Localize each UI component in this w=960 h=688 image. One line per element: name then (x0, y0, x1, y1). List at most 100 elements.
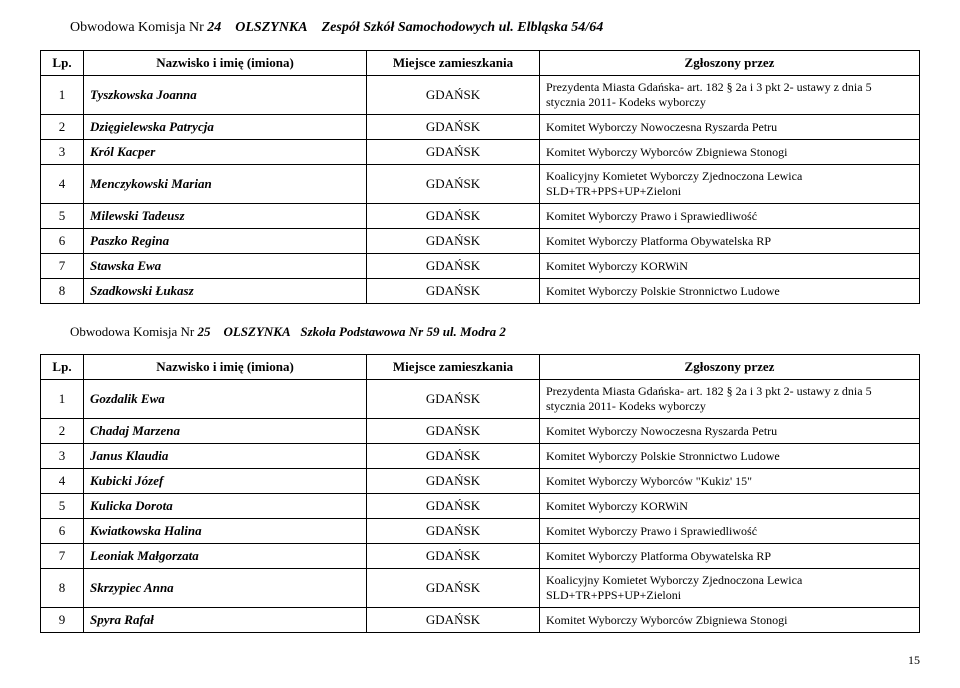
cell-lp: 5 (41, 494, 84, 519)
cell-location: GDAŃSK (367, 229, 540, 254)
header1-place: Zespół Szkół Samochodowych ul. Elbląska … (322, 20, 604, 35)
cell-zgloszony: Komitet Wyborczy Platforma Obywatelska R… (540, 229, 920, 254)
cell-zgloszony: Komitet Wyborczy Nowoczesna Ryszarda Pet… (540, 115, 920, 140)
cell-lp: 1 (41, 380, 84, 419)
cell-name: Skrzypiec Anna (84, 569, 367, 608)
table-row: 5Kulicka DorotaGDAŃSKKomitet Wyborczy KO… (41, 494, 920, 519)
cell-name: Król Kacper (84, 140, 367, 165)
cell-name: Milewski Tadeusz (84, 204, 367, 229)
cell-lp: 5 (41, 204, 84, 229)
table-row: 1Gozdalik EwaGDAŃSKPrezydenta Miasta Gda… (41, 380, 920, 419)
cell-location: GDAŃSK (367, 279, 540, 304)
cell-location: GDAŃSK (367, 76, 540, 115)
cell-name: Szadkowski Łukasz (84, 279, 367, 304)
cell-name: Paszko Regina (84, 229, 367, 254)
cell-lp: 2 (41, 115, 84, 140)
th-zgl: Zgłoszony przez (540, 355, 920, 380)
header2-prefix: Obwodowa Komisja Nr (70, 324, 197, 339)
cell-location: GDAŃSK (367, 608, 540, 633)
cell-zgloszony: Koalicyjny Komietet Wyborczy Zjednoczona… (540, 569, 920, 608)
cell-lp: 4 (41, 165, 84, 204)
cell-name: Dzięgielewska Patrycja (84, 115, 367, 140)
th-loc: Miejsce zamieszkania (367, 355, 540, 380)
cell-name: Kulicka Dorota (84, 494, 367, 519)
th-lp: Lp. (41, 51, 84, 76)
table-row: 1Tyszkowska JoannaGDAŃSKPrezydenta Miast… (41, 76, 920, 115)
cell-location: GDAŃSK (367, 254, 540, 279)
cell-name: Janus Klaudia (84, 444, 367, 469)
cell-location: GDAŃSK (367, 469, 540, 494)
section-header-1: Obwodowa Komisja Nr 24 OLSZYNKA Zespół S… (40, 20, 920, 36)
cell-zgloszony: Komitet Wyborczy Polskie Stronnictwo Lud… (540, 444, 920, 469)
cell-zgloszony: Komitet Wyborczy Wyborców "Kukiz' 15" (540, 469, 920, 494)
table-row: 2Chadaj MarzenaGDAŃSKKomitet Wyborczy No… (41, 419, 920, 444)
cell-name: Stawska Ewa (84, 254, 367, 279)
cell-zgloszony: Prezydenta Miasta Gdańska- art. 182 § 2a… (540, 380, 920, 419)
cell-location: GDAŃSK (367, 519, 540, 544)
cell-location: GDAŃSK (367, 444, 540, 469)
table-row: 6Paszko ReginaGDAŃSKKomitet Wyborczy Pla… (41, 229, 920, 254)
cell-name: Leoniak Małgorzata (84, 544, 367, 569)
cell-lp: 4 (41, 469, 84, 494)
table-row: 8Szadkowski ŁukaszGDAŃSKKomitet Wyborczy… (41, 279, 920, 304)
th-name: Nazwisko i imię (imiona) (84, 51, 367, 76)
cell-location: GDAŃSK (367, 419, 540, 444)
cell-location: GDAŃSK (367, 204, 540, 229)
table-header-row: Lp. Nazwisko i imię (imiona) Miejsce zam… (41, 51, 920, 76)
header1-prefix: Obwodowa Komisja Nr (70, 20, 207, 35)
table-row: 4Menczykowski MarianGDAŃSKKoalicyjny Kom… (41, 165, 920, 204)
cell-lp: 8 (41, 569, 84, 608)
th-lp: Lp. (41, 355, 84, 380)
table-row: 2Dzięgielewska PatrycjaGDAŃSKKomitet Wyb… (41, 115, 920, 140)
cell-name: Menczykowski Marian (84, 165, 367, 204)
page-number: 15 (40, 653, 920, 668)
table-row: 4Kubicki JózefGDAŃSKKomitet Wyborczy Wyb… (41, 469, 920, 494)
cell-location: GDAŃSK (367, 569, 540, 608)
cell-name: Tyszkowska Joanna (84, 76, 367, 115)
cell-lp: 7 (41, 544, 84, 569)
header1-loc: OLSZYNKA (235, 20, 307, 35)
cell-location: GDAŃSK (367, 115, 540, 140)
cell-lp: 6 (41, 229, 84, 254)
cell-lp: 2 (41, 419, 84, 444)
cell-zgloszony: Komitet Wyborczy KORWiN (540, 254, 920, 279)
cell-zgloszony: Komitet Wyborczy Polskie Stronnictwo Lud… (540, 279, 920, 304)
cell-lp: 7 (41, 254, 84, 279)
cell-lp: 8 (41, 279, 84, 304)
cell-zgloszony: Komitet Wyborczy KORWiN (540, 494, 920, 519)
table-row: 7Leoniak MałgorzataGDAŃSKKomitet Wyborcz… (41, 544, 920, 569)
cell-zgloszony: Komitet Wyborczy Wyborców Zbigniewa Ston… (540, 140, 920, 165)
header1-num: 24 (207, 20, 221, 35)
cell-lp: 6 (41, 519, 84, 544)
table-row: 6Kwiatkowska HalinaGDAŃSKKomitet Wyborcz… (41, 519, 920, 544)
cell-lp: 9 (41, 608, 84, 633)
table-row: 3Król KacperGDAŃSKKomitet Wyborczy Wybor… (41, 140, 920, 165)
th-zgl: Zgłoszony przez (540, 51, 920, 76)
header2-loc: OLSZYNKA (223, 324, 290, 339)
cell-name: Spyra Rafał (84, 608, 367, 633)
cell-name: Chadaj Marzena (84, 419, 367, 444)
cell-zgloszony: Komitet Wyborczy Platforma Obywatelska R… (540, 544, 920, 569)
th-loc: Miejsce zamieszkania (367, 51, 540, 76)
cell-zgloszony: Komitet Wyborczy Prawo i Sprawiedliwość (540, 204, 920, 229)
cell-location: GDAŃSK (367, 494, 540, 519)
table-row: 3Janus KlaudiaGDAŃSKKomitet Wyborczy Pol… (41, 444, 920, 469)
header2-place: Szkoła Podstawowa Nr 59 ul. Modra 2 (300, 324, 506, 339)
cell-lp: 3 (41, 140, 84, 165)
cell-zgloszony: Komitet Wyborczy Prawo i Sprawiedliwość (540, 519, 920, 544)
table-row: 5Milewski TadeuszGDAŃSKKomitet Wyborczy … (41, 204, 920, 229)
table-header-row: Lp. Nazwisko i imię (imiona) Miejsce zam… (41, 355, 920, 380)
header2-num: 25 (197, 324, 210, 339)
cell-zgloszony: Prezydenta Miasta Gdańska- art. 182 § 2a… (540, 76, 920, 115)
table-row: 9Spyra RafałGDAŃSKKomitet Wyborczy Wybor… (41, 608, 920, 633)
cell-location: GDAŃSK (367, 380, 540, 419)
table-row: 7Stawska EwaGDAŃSKKomitet Wyborczy KORWi… (41, 254, 920, 279)
cell-name: Gozdalik Ewa (84, 380, 367, 419)
cell-name: Kwiatkowska Halina (84, 519, 367, 544)
cell-zgloszony: Komitet Wyborczy Wyborców Zbigniewa Ston… (540, 608, 920, 633)
cell-name: Kubicki Józef (84, 469, 367, 494)
commission-table-2: Lp. Nazwisko i imię (imiona) Miejsce zam… (40, 354, 920, 633)
cell-zgloszony: Koalicyjny Komietet Wyborczy Zjednoczona… (540, 165, 920, 204)
table-row: 8Skrzypiec AnnaGDAŃSKKoalicyjny Komietet… (41, 569, 920, 608)
th-name: Nazwisko i imię (imiona) (84, 355, 367, 380)
